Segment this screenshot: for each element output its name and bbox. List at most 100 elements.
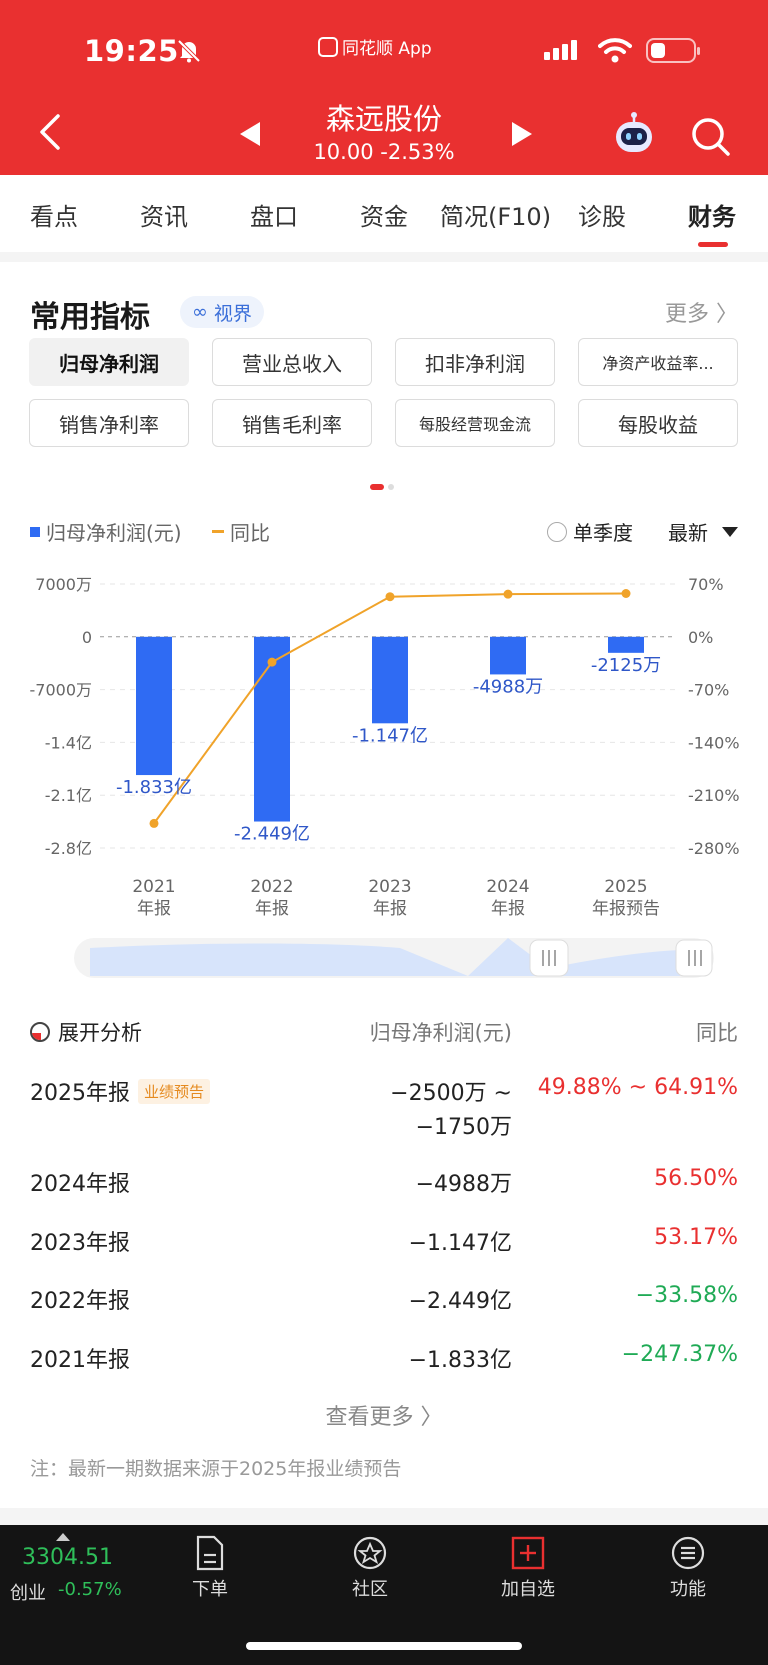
yoy-point [149,818,159,828]
status-time: 19:25 [84,34,179,68]
vision-button[interactable]: ∞ 视界 [180,296,264,328]
row-value: −2500万 ~ [390,1081,512,1106]
expand-analysis[interactable]: 展开分析 [30,1017,142,1047]
see-more-link[interactable]: 查看更多 〉 [325,1405,443,1430]
expand-analysis-label: 展开分析 [58,1021,142,1045]
pie-chart-icon [30,1022,50,1042]
left-axis-tick: -7000万 [30,681,93,700]
section-title: 常用指标 [30,300,150,335]
tab-orderbook[interactable]: 盘口 [250,203,298,231]
stock-price: 10.00 [313,140,374,164]
nav-add-watchlist[interactable]: 加自选 [483,1535,573,1601]
indicator-gross-margin[interactable]: 销售毛利率 [212,399,372,447]
bar [608,636,644,653]
category-tick-type: 年报 [491,899,525,919]
indicator-deducted-profit[interactable]: 扣非净利润 [395,338,555,386]
menu-icon [671,1536,705,1570]
indicators-card: 常用指标 ∞ 视界 更多 〉 归母净利润 营业总收入 扣非净利润 净资产收益率.… [0,262,768,1508]
right-axis-tick: -70% [688,681,729,700]
bar-data-label: -2.449亿 [234,824,310,845]
nav-order-label: 下单 [192,1579,228,1600]
radio-icon [547,521,567,542]
left-axis-tick: -2.1亿 [45,786,92,805]
indicator-roe[interactable]: 净资产收益率... [578,338,738,386]
category-tick-type: 年报 [137,899,171,919]
dropdown-icon [722,526,738,537]
cellular-signal-icon [544,40,577,60]
index-value[interactable]: 3304.51 [22,1545,113,1570]
right-axis-tick: -210% [688,786,740,805]
more-link[interactable]: 更多 〉 [665,302,738,327]
row-value: −1.147亿 [408,1231,512,1256]
legend-bar: 归母净利润(元) [30,517,182,546]
stock-change: -2.53% [380,140,455,164]
nav-functions-label: 功能 [670,1579,706,1600]
row-yoy: −247.37% [621,1342,738,1367]
tab-news[interactable]: 资讯 [140,203,188,231]
row-yoy: 49.88% ~ 64.91% [537,1075,738,1100]
battery-icon [646,38,700,63]
nav-community-label: 社区 [352,1579,388,1600]
category-tick-year: 2025 [604,877,647,897]
row-value: −1750万 [415,1115,512,1140]
stock-quote: 10.00 -2.53% [0,140,768,164]
row-yoy: 53.17% [654,1225,738,1250]
left-axis-tick: -1.4亿 [45,733,92,752]
category-tick-year: 2021 [132,877,175,897]
tab-bar: 看点 资讯 盘口 资金 简况(F10) 诊股 财务 [0,175,768,252]
left-axis-tick: 7000万 [35,575,92,594]
nav-community[interactable]: 社区 [325,1535,415,1601]
nav-order[interactable]: 下单 [165,1535,255,1601]
right-axis-tick: 70% [688,575,724,594]
legend-bar-swatch [30,526,40,537]
row-period: 2023年报 [30,1231,130,1256]
indicator-net-margin[interactable]: 销售净利率 [29,399,189,447]
app-label: 同花顺 App [342,39,432,59]
robot-assistant-icon[interactable] [610,110,658,158]
period-selector[interactable]: 最新 [668,517,738,546]
community-icon [353,1536,387,1570]
tab-finance[interactable]: 财务 [688,203,736,231]
bar-data-label: -1.833亿 [116,777,192,798]
nav-add-watchlist-label: 加自选 [501,1579,555,1600]
indicator-revenue[interactable]: 营业总收入 [212,338,372,386]
app-indicator: 同花顺 App [318,34,432,59]
tab-profile[interactable]: 简况(F10) [440,203,552,231]
pager-dots [370,484,394,490]
forecast-badge: 业绩预告 [138,1078,211,1104]
analysis-col-yoy: 同比 [696,1021,738,1045]
back-icon[interactable] [36,112,64,152]
tab-funds[interactable]: 资金 [360,203,408,231]
next-stock-icon[interactable] [512,122,532,146]
bar [490,636,526,675]
index-name: 创业 [10,1583,46,1604]
tab-highlights[interactable]: 看点 [30,203,78,231]
bar-data-label: -4988万 [473,676,543,697]
row-period-text: 2025年报 [30,1081,130,1106]
infinity-icon: ∞ [192,301,208,323]
active-tab-indicator [698,242,728,247]
category-tick-year: 2023 [368,877,411,897]
indicator-ocf-per-share[interactable]: 每股经营现金流 [395,399,555,447]
indicator-eps[interactable]: 每股收益 [578,399,738,447]
tab-diagnosis[interactable]: 诊股 [578,203,626,231]
legend-line-label: 同比 [230,521,270,545]
single-quarter-toggle[interactable]: 单季度 [547,517,633,546]
wifi-icon [598,38,632,63]
vision-label: 视界 [213,302,252,325]
yoy-point [385,592,395,602]
category-tick-type: 年报预告 [592,899,660,919]
right-axis-tick: -140% [688,733,740,752]
bell-muted-icon [177,39,201,63]
indicator-net-profit[interactable]: 归母净利润 [29,338,189,386]
nav-functions[interactable]: 功能 [643,1535,733,1601]
net-profit-chart: 7000万 0 -7000万 -1.4亿 -2.1亿 -2.8亿 70% 0% -70% -140… [30,575,740,978]
row-period: 2021年报 [30,1348,130,1373]
app-icon [318,36,338,57]
previous-stock-icon[interactable] [240,122,260,146]
yoy-point [267,657,277,667]
row-value: −4988万 [415,1172,512,1197]
yoy-point [621,589,631,599]
bar-data-label: -1.147亿 [352,725,428,746]
search-icon[interactable] [688,114,732,158]
